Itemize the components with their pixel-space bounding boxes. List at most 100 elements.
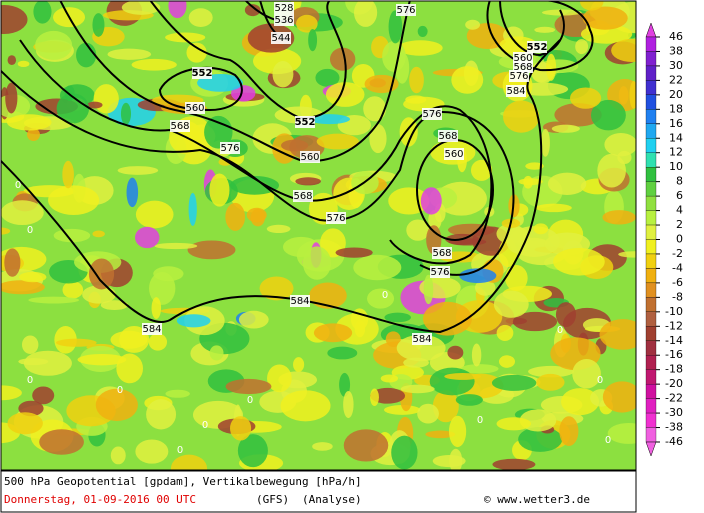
colorbar-swatch bbox=[645, 355, 657, 370]
label-bg bbox=[142, 323, 162, 335]
field-patch bbox=[516, 237, 548, 248]
field-patch bbox=[312, 442, 333, 451]
field-patch bbox=[555, 302, 577, 328]
field-patch bbox=[62, 281, 84, 299]
colorbar-swatch bbox=[645, 297, 657, 312]
field-label: 0 bbox=[117, 385, 123, 396]
contour-label: 560 bbox=[513, 53, 532, 64]
field-patch bbox=[423, 301, 472, 336]
field-patch bbox=[250, 208, 265, 227]
field-patch bbox=[397, 40, 443, 56]
field-patch bbox=[295, 177, 321, 186]
field-patch bbox=[388, 10, 403, 44]
contour-label: 552 bbox=[295, 117, 316, 128]
field-patch bbox=[170, 454, 208, 470]
field-patch bbox=[308, 29, 318, 52]
field-patch bbox=[188, 192, 197, 226]
field-label: 0 bbox=[15, 180, 21, 191]
label-bg bbox=[274, 14, 294, 26]
label-bg bbox=[430, 266, 450, 278]
contour-label: 584 bbox=[290, 296, 309, 307]
field-patch bbox=[88, 258, 115, 290]
colorbar-swatch bbox=[645, 383, 657, 399]
field-patch bbox=[343, 429, 389, 462]
field bbox=[1, 1, 636, 470]
contour bbox=[59, 1, 411, 162]
field-patch bbox=[151, 297, 162, 319]
contour bbox=[1, 39, 561, 334]
field-patch bbox=[459, 268, 497, 284]
field-patch bbox=[100, 300, 129, 311]
colorbar-label: -4 bbox=[672, 261, 683, 274]
label-bg bbox=[300, 151, 320, 163]
field-patch bbox=[48, 185, 100, 215]
contour-label: 536 bbox=[274, 15, 293, 26]
label-bg bbox=[506, 85, 526, 97]
field-patch bbox=[238, 310, 269, 329]
field-patch bbox=[225, 378, 272, 395]
field-patch bbox=[590, 99, 626, 131]
field-patch bbox=[92, 13, 105, 37]
field-patch bbox=[396, 334, 446, 362]
field-patch bbox=[56, 338, 97, 347]
colorbar-label: -2 bbox=[672, 247, 683, 260]
colorbar-label: -10 bbox=[665, 305, 683, 318]
field-patch bbox=[572, 358, 601, 389]
field-patch bbox=[119, 326, 150, 353]
colorbar-label: 0 bbox=[676, 233, 683, 246]
field-patch bbox=[611, 38, 636, 63]
map-frame bbox=[0, 0, 637, 471]
field-patch bbox=[363, 96, 387, 122]
label-bg bbox=[295, 116, 315, 128]
colorbar-label: 18 bbox=[669, 102, 683, 115]
colorbar-swatch bbox=[645, 94, 657, 110]
field-patch bbox=[5, 82, 18, 114]
field-patch bbox=[325, 82, 365, 107]
field-patch bbox=[602, 381, 636, 413]
colorbar-label: -46 bbox=[665, 435, 683, 448]
label-bg bbox=[422, 108, 442, 120]
field-patch bbox=[447, 345, 464, 360]
contour-label: 560 bbox=[300, 152, 319, 163]
field-patch bbox=[540, 128, 550, 157]
label-bg bbox=[274, 2, 294, 14]
field-patch bbox=[491, 374, 537, 391]
colorbar-label: -8 bbox=[672, 290, 683, 303]
contour-label: 576 bbox=[509, 71, 528, 82]
field-patch bbox=[110, 446, 126, 465]
field-patch bbox=[505, 265, 528, 292]
label-bg bbox=[527, 41, 547, 53]
colorbar-swatch bbox=[645, 369, 657, 385]
field-patch bbox=[551, 124, 580, 133]
field-patch bbox=[135, 226, 160, 249]
colorbar-label: 20 bbox=[669, 88, 683, 101]
field-patch bbox=[6, 114, 52, 131]
field-patch bbox=[455, 394, 483, 406]
colorbar-swatch bbox=[645, 398, 657, 414]
field-patch bbox=[28, 296, 80, 304]
field-patch bbox=[409, 66, 424, 94]
field-label: 0 bbox=[382, 290, 388, 301]
field-patch bbox=[135, 439, 169, 464]
field-patch bbox=[444, 373, 482, 380]
field-patch bbox=[266, 224, 291, 234]
field-patch bbox=[466, 23, 509, 50]
label-bg bbox=[220, 142, 240, 154]
contour-label: 576 bbox=[430, 267, 449, 278]
colorbar-label: 12 bbox=[669, 146, 683, 159]
colorbar-swatch bbox=[645, 268, 657, 284]
field-patch bbox=[417, 25, 428, 37]
label-bg bbox=[170, 120, 190, 132]
field-patch bbox=[154, 242, 198, 250]
colorbar-label: 22 bbox=[669, 73, 683, 86]
colorbar-swatch bbox=[645, 239, 657, 255]
colorbar-label: 46 bbox=[669, 30, 683, 43]
field-patch bbox=[316, 133, 359, 150]
field-patch bbox=[272, 61, 294, 88]
colorbar-swatch bbox=[645, 80, 657, 96]
field-patch bbox=[582, 6, 628, 30]
colorbar-label: -38 bbox=[665, 421, 683, 434]
field-patch bbox=[423, 274, 434, 305]
field-patch bbox=[523, 175, 533, 189]
colorbar-label: -6 bbox=[672, 276, 683, 289]
